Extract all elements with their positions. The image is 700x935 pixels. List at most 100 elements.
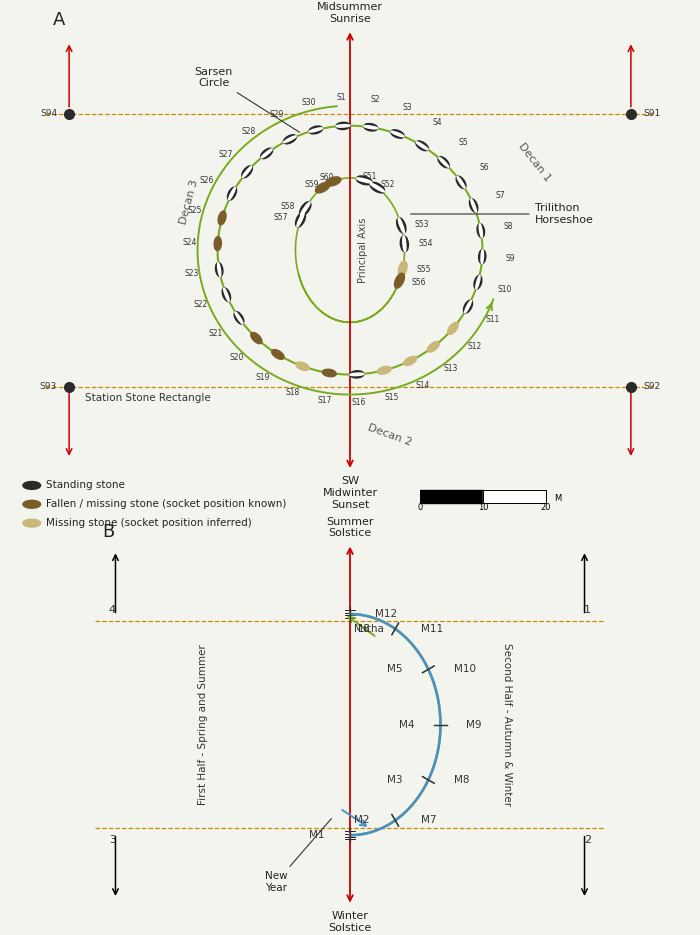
Ellipse shape: [476, 276, 480, 289]
Text: M10: M10: [454, 665, 476, 674]
Ellipse shape: [397, 218, 406, 233]
Ellipse shape: [272, 350, 284, 359]
Text: S57: S57: [274, 213, 288, 223]
Text: S13: S13: [444, 364, 458, 373]
Ellipse shape: [356, 178, 372, 183]
Text: S51: S51: [363, 172, 377, 181]
Text: Winter
Solstice: Winter Solstice: [328, 911, 372, 932]
Ellipse shape: [356, 176, 372, 185]
Ellipse shape: [336, 122, 350, 130]
Text: S21: S21: [209, 329, 223, 338]
Text: NE
Midsummer
Sunrise: NE Midsummer Sunrise: [317, 0, 383, 23]
Ellipse shape: [326, 177, 341, 186]
Text: 4: 4: [108, 605, 116, 614]
Ellipse shape: [377, 367, 391, 374]
Ellipse shape: [350, 373, 364, 376]
Text: Sarsen
Circle: Sarsen Circle: [195, 66, 300, 132]
Ellipse shape: [234, 311, 244, 324]
Text: Decan 1: Decan 1: [517, 140, 553, 183]
Text: S17: S17: [318, 396, 332, 405]
Ellipse shape: [439, 157, 449, 167]
Text: S18: S18: [286, 388, 300, 397]
Text: S2: S2: [370, 95, 380, 104]
Ellipse shape: [470, 199, 478, 212]
Ellipse shape: [465, 300, 471, 313]
Ellipse shape: [316, 182, 330, 193]
Text: S30: S30: [301, 98, 316, 108]
Text: S4: S4: [433, 118, 442, 127]
Text: 10: 10: [477, 503, 489, 511]
Text: 0: 0: [417, 503, 423, 511]
Text: S22: S22: [193, 300, 207, 309]
Ellipse shape: [391, 131, 404, 137]
Text: S24: S24: [183, 237, 197, 247]
Ellipse shape: [480, 223, 482, 237]
Text: S25: S25: [188, 206, 202, 215]
Text: M: M: [554, 494, 561, 503]
Text: S56: S56: [412, 278, 426, 287]
Text: M3: M3: [387, 775, 403, 784]
Text: M8: M8: [454, 775, 469, 784]
Text: Standing stone: Standing stone: [46, 481, 125, 491]
Text: S53: S53: [414, 220, 429, 228]
Text: S12: S12: [468, 341, 482, 351]
Ellipse shape: [400, 236, 408, 252]
Ellipse shape: [448, 323, 458, 335]
Ellipse shape: [477, 223, 484, 237]
Ellipse shape: [398, 261, 407, 277]
Text: S93: S93: [40, 382, 57, 391]
Ellipse shape: [438, 156, 449, 167]
Text: M1: M1: [309, 830, 325, 841]
Ellipse shape: [242, 165, 252, 178]
Ellipse shape: [284, 135, 296, 144]
Text: S59: S59: [304, 180, 319, 189]
Text: S7: S7: [495, 191, 505, 200]
Text: S23: S23: [184, 269, 199, 279]
Text: S19: S19: [256, 373, 270, 382]
Text: S6: S6: [480, 163, 489, 171]
Text: S15: S15: [384, 393, 399, 402]
Ellipse shape: [218, 263, 220, 277]
Text: M5: M5: [387, 665, 403, 674]
Text: S10: S10: [498, 285, 512, 295]
Text: S11: S11: [486, 315, 500, 324]
Text: B: B: [102, 523, 114, 541]
Ellipse shape: [284, 136, 296, 143]
Text: S20: S20: [230, 353, 244, 363]
Text: S14: S14: [416, 381, 430, 391]
Ellipse shape: [322, 369, 336, 377]
Text: M7: M7: [421, 815, 436, 826]
Text: Decan 2: Decan 2: [367, 422, 414, 447]
Text: 2: 2: [584, 835, 592, 845]
Text: S92: S92: [643, 382, 660, 391]
Ellipse shape: [300, 202, 310, 215]
Ellipse shape: [214, 237, 221, 251]
Ellipse shape: [223, 288, 229, 301]
Circle shape: [23, 500, 41, 509]
Text: 1: 1: [584, 605, 592, 614]
Text: S26: S26: [199, 177, 214, 185]
Text: S58: S58: [281, 202, 295, 211]
Ellipse shape: [309, 126, 323, 134]
Text: S27: S27: [218, 150, 232, 159]
Ellipse shape: [370, 182, 384, 193]
Ellipse shape: [243, 166, 251, 178]
Text: M4: M4: [400, 720, 415, 729]
Text: 3: 3: [108, 835, 116, 845]
Text: First Half - Spring and Summer: First Half - Spring and Summer: [197, 644, 208, 805]
Text: M6: M6: [354, 624, 370, 634]
Text: S91: S91: [643, 109, 660, 118]
Circle shape: [23, 482, 41, 489]
Ellipse shape: [218, 211, 226, 224]
Ellipse shape: [402, 236, 406, 252]
Text: S1: S1: [337, 94, 346, 102]
Ellipse shape: [300, 202, 311, 216]
Ellipse shape: [297, 212, 304, 227]
Text: A: A: [53, 11, 65, 29]
Ellipse shape: [261, 149, 272, 159]
Text: Summer
Solstice: Summer Solstice: [326, 517, 374, 539]
Ellipse shape: [336, 124, 350, 127]
Text: Second Half - Autumn & Winter: Second Half - Autumn & Winter: [503, 643, 512, 806]
Ellipse shape: [474, 276, 482, 289]
Ellipse shape: [416, 141, 428, 151]
